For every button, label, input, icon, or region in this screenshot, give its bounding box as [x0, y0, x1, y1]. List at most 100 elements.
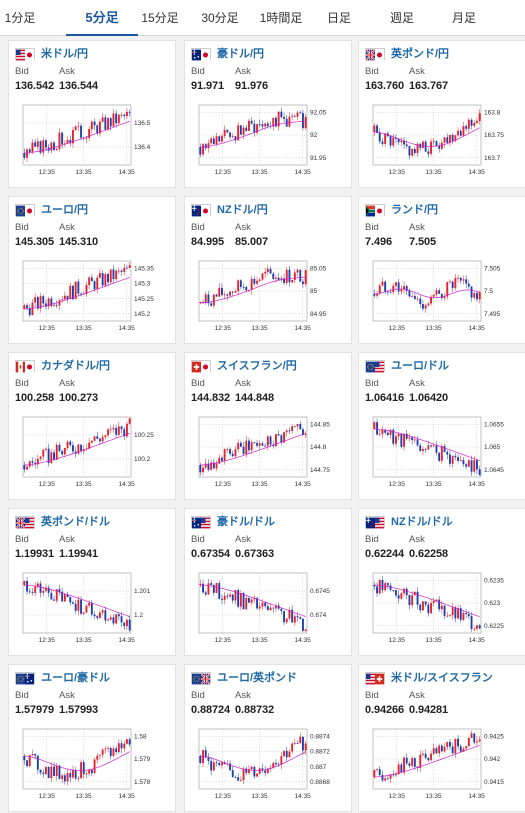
x-time-label: 14:35 — [469, 169, 486, 176]
candle — [392, 137, 395, 146]
pair-name[interactable]: カナダドル/円 — [41, 360, 111, 372]
tab-2[interactable]: 5分足 — [66, 0, 138, 36]
mini-candlestick-chart[interactable]: 1.0655 1.065 1.0645 12:35 13:35 14:35 — [365, 411, 523, 497]
pair-name[interactable]: 米ドル/円 — [41, 48, 89, 60]
candle — [381, 141, 384, 144]
candle — [416, 298, 419, 300]
mini-candlestick-chart[interactable]: 163.8 163.75 163.7 12:35 13:35 14:35 — [365, 99, 523, 185]
candle — [115, 748, 118, 753]
pair-name[interactable]: NZドル/ドル — [391, 516, 453, 528]
candle — [250, 442, 253, 451]
moving-average-line — [374, 428, 480, 462]
pair-name[interactable]: 豪ドル/ドル — [217, 516, 276, 528]
candle — [104, 117, 107, 130]
rate-card[interactable]: 英ポンド/ドル Bid Ask 1.19931 1.19941 1.201 1.2… — [8, 508, 176, 656]
candle — [34, 753, 37, 756]
candle — [31, 753, 34, 756]
mini-candlestick-chart[interactable]: 1.58 1.579 1.578 12:35 13:35 14:35 — [15, 723, 173, 809]
y-tick-label: 136.4 — [134, 144, 151, 151]
candle — [432, 600, 435, 604]
candle — [120, 114, 123, 116]
candle — [459, 277, 462, 281]
mini-candlestick-chart[interactable]: 92.05 92 91.95 12:35 13:35 14:35 — [191, 99, 349, 185]
candle — [446, 282, 449, 297]
mini-candlestick-chart[interactable]: 145.35 145.3 145.25 145.2 12:35 13:35 14:35 — [15, 255, 173, 341]
pair-name[interactable]: 豪ドル/円 — [217, 48, 265, 60]
candle — [237, 777, 240, 781]
tab-7[interactable]: 週足 — [389, 11, 414, 25]
tab-1[interactable]: 1分足 — [4, 11, 36, 25]
candle — [275, 605, 277, 609]
pair-name[interactable]: スイスフラン/円 — [217, 360, 297, 372]
candle — [210, 303, 213, 306]
mini-candlestick-chart[interactable]: 136.5 136.4 12:35 13:35 14:35 — [15, 99, 173, 185]
candle — [112, 617, 115, 624]
rate-card[interactable]: ユーロ/豪ドル Bid Ask 1.57979 1.57993 1.58 1.57… — [8, 664, 176, 812]
pair-name[interactable]: ユーロ/英ポンド — [217, 672, 298, 684]
rate-card[interactable]: カナダドル/円 Bid Ask 100.258 100.273 100.25 10… — [8, 352, 176, 500]
candle — [443, 746, 446, 752]
mini-candlestick-chart[interactable]: 1.201 1.2 12:35 13:35 14:35 — [15, 567, 173, 653]
pair-name[interactable]: NZドル/円 — [217, 204, 268, 216]
tab-4[interactable]: 30分足 — [201, 11, 239, 25]
mini-candlestick-chart[interactable]: 0.6745 0.674 12:35 13:35 14:35 — [191, 567, 349, 653]
pair-name[interactable]: ユーロ/円 — [41, 204, 89, 216]
rate-card[interactable]: 豪ドル/円 Bid Ask 91.971 91.976 92.05 92 91.95… — [184, 40, 352, 188]
candle — [451, 281, 454, 289]
pair-name[interactable]: ユーロ/ドル — [391, 360, 450, 372]
tab-5[interactable]: 1時間足 — [259, 11, 303, 25]
tab-8[interactable]: 月足 — [451, 11, 476, 25]
candle — [199, 583, 202, 585]
y-tick-label: 0.9415 — [484, 779, 504, 786]
rate-card[interactable]: 米ドル/スイスフラン Bid Ask 0.94266 0.94281 0.942… — [358, 664, 525, 812]
candle — [223, 129, 226, 137]
rate-card[interactable]: ランド/円 Bid Ask 7.496 7.505 7.505 7.5 7.495 1… — [358, 196, 525, 344]
candle — [440, 293, 443, 299]
rate-card[interactable]: ユーロ/ドル Bid Ask 1.06416 1.06420 1.0655 1.0… — [358, 352, 525, 500]
candle — [378, 285, 381, 294]
mini-candlestick-chart[interactable]: 0.9425 0.942 0.9415 12:35 13:35 14:35 — [365, 723, 523, 809]
rate-card[interactable]: NZドル/ドル Bid Ask 0.62244 0.62258 0.6235 0.… — [358, 508, 525, 656]
mini-candlestick-chart[interactable]: 100.25 100.2 12:35 13:35 14:35 — [15, 411, 173, 497]
candle — [126, 619, 128, 627]
rate-card[interactable]: 米ドル/円 Bid Ask 136.542 136.544 136.5 136.4… — [8, 40, 176, 188]
candle — [277, 111, 280, 127]
candle — [440, 142, 443, 149]
pair-name[interactable]: ユーロ/豪ドル — [41, 672, 111, 684]
rate-card[interactable]: ユーロ/英ポンド Bid Ask 0.88724 0.88732 0.8874 0… — [184, 664, 352, 812]
candle — [112, 748, 115, 756]
rate-card[interactable]: 英ポンド/円 Bid Ask 163.760 163.767 163.8 163.… — [358, 40, 525, 188]
rate-card[interactable]: NZドル/円 Bid Ask 84.995 85.007 85.05 85 84.9… — [184, 196, 352, 344]
tab-6[interactable]: 日足 — [326, 11, 351, 25]
candle — [248, 440, 250, 451]
pair-name[interactable]: ランド/円 — [391, 204, 439, 216]
candle — [237, 442, 240, 450]
candle — [389, 774, 392, 779]
rate-card[interactable]: 豪ドル/ドル Bid Ask 0.67354 0.67363 0.6745 0.6… — [184, 508, 352, 656]
candle — [467, 119, 470, 129]
rate-card[interactable]: スイスフラン/円 Bid Ask 144.832 144.848 144.85 1… — [184, 352, 352, 500]
candle — [96, 125, 99, 134]
mini-candlestick-chart[interactable]: 7.505 7.5 7.495 12:35 13:35 14:35 — [365, 255, 523, 341]
candle — [199, 465, 202, 473]
pair-name[interactable]: 英ポンド/ドル — [41, 516, 111, 528]
y-tick-label: 144.8 — [310, 444, 327, 451]
currency-flags-icon — [365, 48, 385, 61]
candle — [384, 583, 387, 591]
candle — [283, 278, 285, 283]
mini-candlestick-chart[interactable]: 0.6235 0.623 0.6225 12:35 13:35 14:35 — [365, 567, 523, 653]
candle — [470, 286, 473, 298]
candle — [23, 305, 26, 309]
tab-3[interactable]: 15分足 — [141, 11, 179, 25]
pair-name[interactable]: 英ポンド/円 — [391, 48, 450, 60]
rate-card[interactable]: ユーロ/円 Bid Ask 145.305 145.310 145.35 145.… — [8, 196, 176, 344]
pair-name[interactable]: 米ドル/スイスフラン — [391, 672, 493, 684]
ask-value: 136.544 — [59, 80, 99, 92]
mini-candlestick-chart[interactable]: 0.8874 0.8872 0.887 0.8868 12:35 13:35 14:35 — [191, 723, 349, 809]
mini-candlestick-chart[interactable]: 144.85 144.8 144.75 12:35 13:35 14:35 — [191, 411, 349, 497]
mini-candlestick-chart[interactable]: 85.05 85 84.95 12:35 13:35 14:35 — [191, 255, 349, 341]
candle — [202, 750, 204, 763]
candle — [419, 754, 422, 769]
candle — [80, 444, 82, 452]
candle — [422, 141, 424, 148]
